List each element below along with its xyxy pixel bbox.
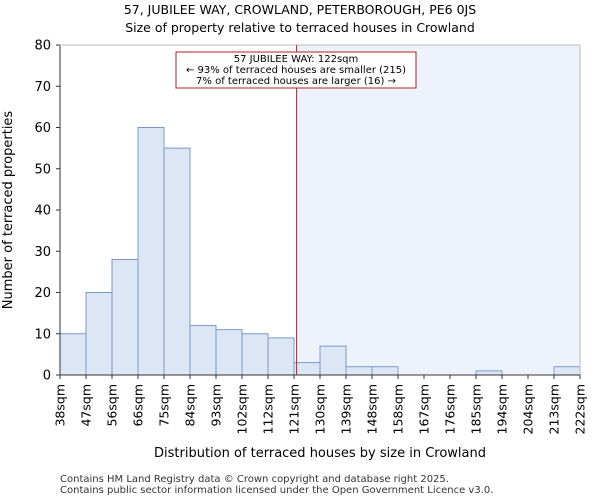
x-tick-label: 56sqm — [105, 384, 120, 427]
histogram-bar — [189, 325, 217, 376]
histogram-bar — [345, 366, 373, 376]
x-tick-label: 176sqm — [443, 384, 458, 434]
x-tick-label: 194sqm — [495, 384, 510, 434]
histogram-bar — [371, 366, 399, 376]
y-axis-label: Number of terraced properties — [1, 111, 16, 310]
y-tick-label: 40 — [34, 204, 51, 219]
histogram-bar — [267, 337, 295, 376]
x-tick-label: 47sqm — [79, 384, 94, 427]
highlight-region — [296, 45, 580, 375]
y-tick-label: 50 — [34, 162, 51, 177]
histogram-bar — [111, 259, 139, 376]
x-tick-label: 222sqm — [573, 384, 588, 434]
x-tick-label: 38sqm — [53, 384, 68, 427]
y-tick-label: 20 — [34, 286, 51, 301]
annotation-box — [175, 51, 417, 89]
y-tick-label: 10 — [34, 327, 51, 342]
histogram-bar — [241, 333, 269, 376]
x-tick-label: 130sqm — [313, 384, 328, 434]
histogram-bar — [553, 366, 581, 376]
x-tick-label: 66sqm — [131, 384, 146, 427]
x-tick-label: 121sqm — [287, 384, 302, 434]
x-tick-label: 204sqm — [521, 384, 536, 434]
histogram-bar — [293, 362, 321, 376]
x-tick-label: 158sqm — [391, 384, 406, 434]
y-tick-label: 80 — [34, 39, 51, 54]
chart-subtitle: Size of property relative to terraced ho… — [125, 20, 475, 35]
histogram-bar — [59, 333, 87, 376]
chart-title-address: 57, JUBILEE WAY, CROWLAND, PETERBOROUGH,… — [123, 2, 477, 17]
histogram-bar — [137, 127, 165, 376]
y-tick-label: 30 — [34, 245, 51, 260]
x-tick-label: 185sqm — [469, 384, 484, 434]
x-tick-label: 102sqm — [235, 384, 250, 434]
x-tick-label: 75sqm — [157, 384, 172, 427]
footer-copyright: Contains HM Land Registry data © Crown c… — [60, 474, 449, 485]
x-tick-label: 148sqm — [365, 384, 380, 434]
footer-licence: Contains public sector information licen… — [60, 485, 494, 496]
histogram-bar — [319, 345, 347, 376]
histogram-bar — [475, 370, 503, 376]
annotation-larger-text: 7% of terraced houses are larger (16) → — [196, 76, 396, 87]
x-tick-label: 84sqm — [183, 384, 198, 427]
y-tick-label: 0 — [43, 369, 51, 384]
y-tick-label: 60 — [34, 121, 51, 136]
y-tick-label: 70 — [34, 80, 51, 95]
x-tick-label: 112sqm — [261, 384, 276, 434]
x-tick-label: 167sqm — [417, 384, 432, 434]
x-tick-label: 93sqm — [209, 384, 224, 427]
histogram-bar — [215, 329, 243, 376]
x-tick-label: 213sqm — [547, 384, 562, 434]
x-axis-label: Distribution of terraced houses by size … — [154, 446, 486, 461]
annotation-label: 57 JUBILEE WAY: 122sqm — [234, 54, 359, 65]
x-tick-label: 139sqm — [339, 384, 354, 434]
histogram-bar — [85, 292, 113, 376]
histogram-bar — [163, 147, 191, 376]
annotation-smaller-text: ← 93% of terraced houses are smaller (21… — [186, 65, 406, 76]
